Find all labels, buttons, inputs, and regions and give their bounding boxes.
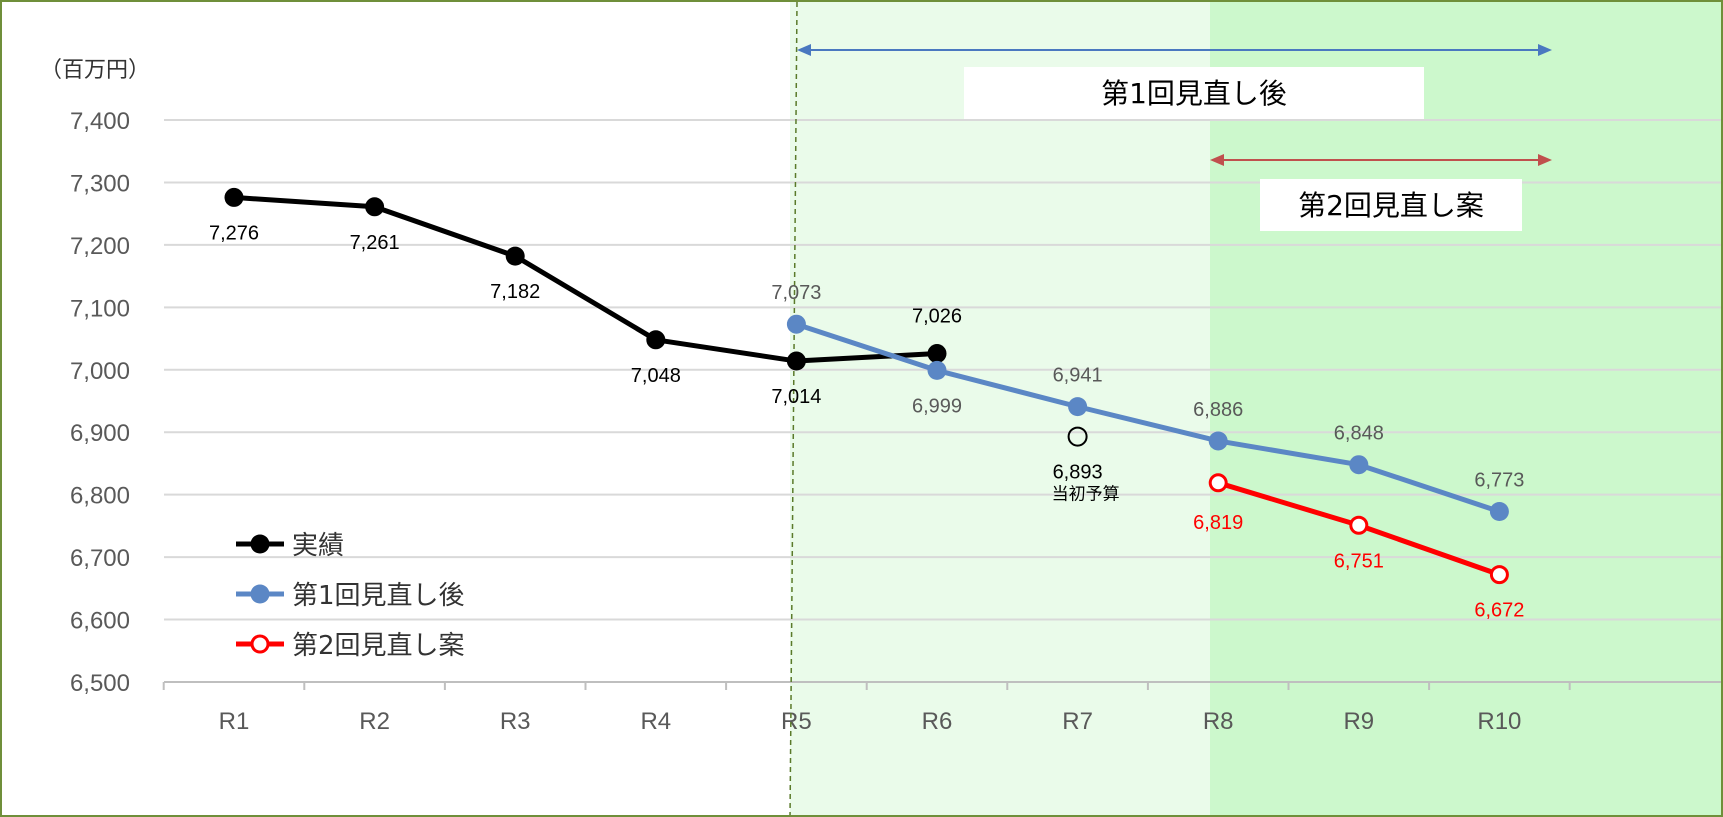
banner-text: 第2回見直し案 bbox=[1298, 189, 1484, 222]
legend-swatch-marker bbox=[250, 634, 270, 654]
y-tick-label: 7,100 bbox=[70, 295, 130, 322]
divider-line bbox=[789, 2, 798, 815]
data-label: 6,941 bbox=[1053, 365, 1103, 387]
x-tick-label: R5 bbox=[781, 708, 812, 735]
data-label: 7,261 bbox=[350, 232, 400, 254]
data-point bbox=[1489, 565, 1509, 585]
legend-swatch-marker bbox=[250, 534, 270, 554]
y-tick-label: 6,600 bbox=[70, 608, 130, 635]
y-tick-label: 6,800 bbox=[70, 483, 130, 510]
y-tick-label: 7,400 bbox=[70, 108, 130, 135]
x-tick-label: R9 bbox=[1343, 708, 1374, 735]
forecast-region-2 bbox=[1210, 2, 1721, 815]
y-tick-label: 7,000 bbox=[70, 358, 130, 385]
data-point bbox=[1208, 431, 1228, 451]
banner-text: 第1回見直し後 bbox=[1101, 77, 1287, 110]
y-tick-label: 6,900 bbox=[70, 420, 130, 447]
data-label: 7,048 bbox=[631, 365, 681, 387]
data-label: 7,182 bbox=[490, 281, 540, 303]
x-tick-label: R4 bbox=[640, 708, 671, 735]
data-point bbox=[1208, 473, 1228, 493]
data-point bbox=[1349, 455, 1369, 475]
data-label: 7,026 bbox=[912, 306, 962, 328]
data-point bbox=[1068, 397, 1088, 417]
data-label: 6,751 bbox=[1334, 550, 1384, 572]
data-label: 6,848 bbox=[1334, 423, 1384, 445]
legend-swatch-marker bbox=[250, 584, 270, 604]
x-tick-label: R7 bbox=[1062, 708, 1093, 735]
arrowhead-right bbox=[1538, 44, 1552, 56]
banner-box bbox=[964, 67, 1424, 119]
x-tick-label: R6 bbox=[922, 708, 953, 735]
data-label: 6,999 bbox=[912, 395, 962, 417]
series-line-1 bbox=[233, 194, 938, 364]
data-label: 6,773 bbox=[1474, 470, 1524, 492]
y-tick-label: 6,500 bbox=[70, 670, 130, 697]
x-tick-label: R1 bbox=[219, 708, 250, 735]
arrowhead-right bbox=[1538, 154, 1552, 166]
data-point bbox=[927, 360, 947, 380]
y-tick-label: 7,300 bbox=[70, 170, 130, 197]
x-tick-label: R10 bbox=[1477, 708, 1521, 735]
data-label: 6,886 bbox=[1193, 399, 1243, 421]
arrowhead-left bbox=[1210, 154, 1224, 166]
data-point bbox=[1489, 502, 1509, 522]
data-label: 6,672 bbox=[1474, 600, 1524, 622]
legend-label: 第1回見直し後 bbox=[292, 581, 465, 611]
data-point bbox=[927, 344, 947, 364]
arrowhead-left bbox=[797, 44, 811, 56]
annotation-marker bbox=[1067, 426, 1088, 447]
data-label: 7,073 bbox=[771, 282, 821, 304]
legend-label: 実績 bbox=[292, 531, 344, 561]
banner-box bbox=[1260, 179, 1522, 231]
x-tick-label: R2 bbox=[359, 708, 390, 735]
data-point bbox=[505, 246, 525, 266]
annotation-note: 当初予算 bbox=[1052, 485, 1120, 505]
annotation-value: 6,893 bbox=[1053, 462, 1103, 484]
data-point bbox=[786, 314, 806, 334]
data-point bbox=[1349, 515, 1369, 535]
x-tick-label: R8 bbox=[1203, 708, 1234, 735]
series-line-2 bbox=[795, 321, 1501, 514]
forecast-region-1 bbox=[790, 2, 1210, 815]
y-tick-label: 6,700 bbox=[70, 545, 130, 572]
data-label: 7,014 bbox=[771, 386, 821, 408]
data-point bbox=[365, 197, 385, 217]
data-label: 7,276 bbox=[209, 222, 259, 244]
data-point bbox=[786, 351, 806, 371]
data-point bbox=[224, 187, 244, 207]
data-label: 6,819 bbox=[1193, 512, 1243, 534]
unit-label: （百万円） bbox=[40, 58, 150, 83]
legend-label: 第2回見直し案 bbox=[292, 631, 465, 661]
y-tick-label: 7,200 bbox=[70, 233, 130, 260]
x-tick-label: R3 bbox=[500, 708, 531, 735]
data-point bbox=[646, 330, 666, 350]
